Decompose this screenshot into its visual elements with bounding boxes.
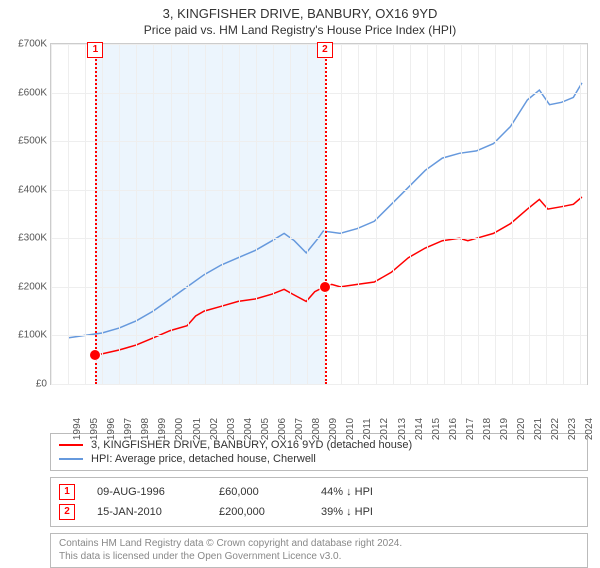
gridline-vertical — [239, 44, 240, 384]
gridline-vertical — [461, 44, 462, 384]
y-tick-label: £700K — [18, 39, 51, 50]
gridline-vertical — [495, 44, 496, 384]
y-tick-label: £100K — [18, 330, 51, 341]
y-tick-label: £300K — [18, 233, 51, 244]
gridline-vertical — [358, 44, 359, 384]
attribution-line: This data is licensed under the Open Gov… — [59, 551, 579, 564]
gridline-vertical — [188, 44, 189, 384]
chart-plot-area: £0£100K£200K£300K£400K£500K£600K£700K12 — [50, 43, 588, 385]
gridline-vertical — [341, 44, 342, 384]
event-date: 15-JAN-2010 — [97, 506, 197, 518]
chart-container: 3, KINGFISHER DRIVE, BANBURY, OX16 9YD P… — [0, 6, 600, 566]
gridline-vertical — [410, 44, 411, 384]
y-tick-label: £400K — [18, 184, 51, 195]
gridline-vertical — [393, 44, 394, 384]
y-tick-label: £600K — [18, 87, 51, 98]
x-tick-label: 2025 — [579, 418, 600, 440]
chart-svg — [51, 44, 587, 384]
attribution-line: Contains HM Land Registry data © Crown c… — [59, 538, 579, 551]
marker-badge: 1 — [87, 42, 103, 58]
marker-badge: 2 — [317, 42, 333, 58]
gridline-horizontal — [51, 93, 587, 94]
gridline-horizontal — [51, 190, 587, 191]
gridline-vertical — [376, 44, 377, 384]
gridline-horizontal — [51, 335, 587, 336]
attribution: Contains HM Land Registry data © Crown c… — [50, 533, 588, 568]
gridline-vertical — [85, 44, 86, 384]
gridline-vertical — [119, 44, 120, 384]
event-date: 09-AUG-1996 — [97, 486, 197, 498]
y-tick-label: £200K — [18, 281, 51, 292]
event-row: 1 09-AUG-1996 £60,000 44% ↓ HPI — [59, 482, 579, 502]
event-badge: 1 — [59, 484, 75, 500]
gridline-vertical — [102, 44, 103, 384]
gridline-vertical — [290, 44, 291, 384]
gridline-vertical — [427, 44, 428, 384]
marker-dot — [320, 282, 330, 292]
x-axis: 1994199519961997199819992000200120022003… — [50, 385, 588, 429]
gridline-horizontal — [51, 238, 587, 239]
gridline-vertical — [153, 44, 154, 384]
event-badge: 2 — [59, 504, 75, 520]
gridline-vertical — [273, 44, 274, 384]
chart-subtitle: Price paid vs. HM Land Registry's House … — [0, 23, 600, 37]
gridline-vertical — [68, 44, 69, 384]
gridline-vertical — [529, 44, 530, 384]
event-delta: 39% ↓ HPI — [321, 506, 373, 518]
gridline-horizontal — [51, 141, 587, 142]
gridline-vertical — [205, 44, 206, 384]
event-row: 2 15-JAN-2010 £200,000 39% ↓ HPI — [59, 502, 579, 522]
y-tick-label: £500K — [18, 136, 51, 147]
gridline-vertical — [256, 44, 257, 384]
gridline-vertical — [51, 44, 52, 384]
gridline-vertical — [478, 44, 479, 384]
gridline-vertical — [563, 44, 564, 384]
event-price: £200,000 — [219, 506, 299, 518]
marker-line — [325, 44, 327, 384]
gridline-vertical — [580, 44, 581, 384]
gridline-vertical — [222, 44, 223, 384]
events-table: 1 09-AUG-1996 £60,000 44% ↓ HPI 2 15-JAN-2010… — [50, 477, 588, 527]
series-line — [95, 197, 582, 355]
chart-title: 3, KINGFISHER DRIVE, BANBURY, OX16 9YD — [0, 6, 600, 21]
y-tick-label: £0 — [36, 379, 51, 390]
legend-label: HPI: Average price, detached house, Cher… — [91, 453, 316, 465]
legend-swatch — [59, 444, 83, 446]
marker-dot — [90, 350, 100, 360]
gridline-vertical — [136, 44, 137, 384]
legend-swatch — [59, 458, 83, 460]
marker-line — [95, 44, 97, 384]
gridline-vertical — [171, 44, 172, 384]
event-delta: 44% ↓ HPI — [321, 486, 373, 498]
gridline-vertical — [307, 44, 308, 384]
gridline-vertical — [512, 44, 513, 384]
event-price: £60,000 — [219, 486, 299, 498]
gridline-vertical — [444, 44, 445, 384]
gridline-vertical — [546, 44, 547, 384]
legend-label: 3, KINGFISHER DRIVE, BANBURY, OX16 9YD (… — [91, 439, 412, 451]
legend-row: HPI: Average price, detached house, Cher… — [59, 452, 579, 466]
